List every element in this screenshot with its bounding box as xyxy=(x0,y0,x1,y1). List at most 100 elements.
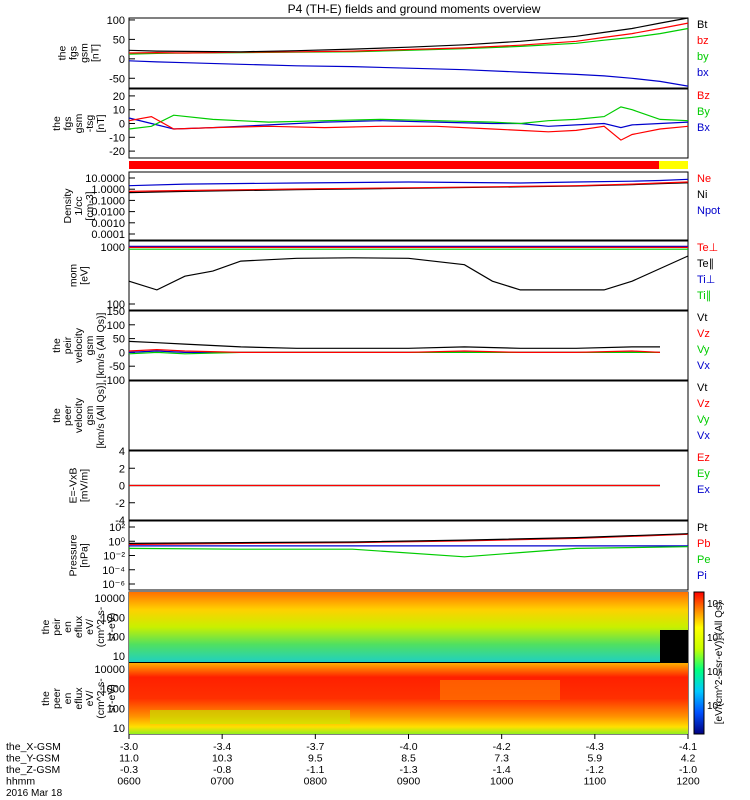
fgs-gsm-series-bx xyxy=(128,60,689,87)
xaxis-value: -1.1 xyxy=(306,764,324,776)
xaxis-value: 0800 xyxy=(304,776,328,788)
fgs-dsl-series-By xyxy=(128,106,689,130)
fgs-dsl-ylabel: -tsg xyxy=(84,115,96,133)
fgs-gsm-ylabel: gsm xyxy=(79,43,91,63)
peir-velocity-ylabel: gsm xyxy=(84,335,96,355)
pressure-series-Pe xyxy=(128,546,689,558)
peer-velocity-ylabel: the xyxy=(51,408,63,423)
density-ylabel: Density xyxy=(62,188,74,224)
peer-velocity-ylabel: [km/s (All Qs)] xyxy=(95,382,107,448)
peir-velocity-legend-Vy: Vy xyxy=(697,344,710,356)
peir-eflux-ytick-label: 10000 xyxy=(94,593,125,605)
pressure-legend-Pi: Pi xyxy=(697,570,707,582)
fgs-dsl-ylabel: the xyxy=(51,116,63,131)
xaxis-value: 11.0 xyxy=(119,753,139,765)
fgs-dsl-ytick-label: 0 xyxy=(119,119,125,131)
peir-eflux-ylabel: peir xyxy=(51,618,63,636)
xaxis-value: -1.0 xyxy=(679,764,697,776)
temperature-panel: 1000 100 mom [eV] Te⊥ Te∥ Ti⊥ Ti∥ xyxy=(68,240,718,311)
pressure-frame xyxy=(128,520,689,591)
peer-eflux-spectrogram xyxy=(129,663,688,734)
fgs-dsl-series-Bz xyxy=(128,115,689,141)
peir-eflux-ytick-label: 10 xyxy=(113,651,125,663)
peir-velocity-legend-Vx: Vx xyxy=(697,360,710,372)
fgs-dsl-ytick-label: -20 xyxy=(109,146,125,158)
peir-eflux-panel: 10000 1000 100 10 the peir en eflux eV/(cm^2-s-s… xyxy=(40,591,689,663)
pressure-ytick-label: 10⁻² xyxy=(103,551,125,563)
temperature-ylabel: mom xyxy=(68,264,80,288)
fgs-dsl-ylabel: gsm xyxy=(73,113,85,133)
colorbar-tick-label: 10² xyxy=(707,701,722,712)
efield-ylabel: [mV/m] xyxy=(79,469,91,502)
fgs-gsm-legend-bx: bx xyxy=(697,67,709,79)
fgs-gsm-ytick-label: -50 xyxy=(109,73,125,85)
peir-eflux-ylabel: (cm^2-s- xyxy=(95,606,107,647)
density-ytick-label: 0.0010 xyxy=(91,218,125,230)
peir-velocity-ylabel: the xyxy=(51,338,63,353)
density-series-Npot xyxy=(128,178,689,187)
xaxis-value: 10.3 xyxy=(212,753,233,765)
xaxis-value: -1.2 xyxy=(586,764,604,776)
xaxis-value: 0600 xyxy=(117,776,141,788)
xaxis-value: 5.9 xyxy=(588,753,603,765)
peer-eflux-ylabel: en xyxy=(62,693,74,705)
peir-eflux-ylabel: eV/ xyxy=(84,619,96,635)
pressure-ytick-label: 10⁰ xyxy=(108,536,125,548)
peir-velocity-ytick-label: -50 xyxy=(109,361,125,373)
xaxis-value: 0900 xyxy=(397,776,421,788)
peir-eflux-ylabel: sr-eV) xyxy=(106,613,118,642)
peir-eflux-ytick-label: 100 xyxy=(107,632,125,644)
efield-ytick-label: 4 xyxy=(119,446,125,458)
colorbar-tick-label: 10⁴ xyxy=(707,667,722,678)
xaxis-value: -3.0 xyxy=(120,741,138,753)
pressure-ytick-label: 10⁻⁴ xyxy=(102,565,125,577)
peer-eflux-ytick-label: 1000 xyxy=(101,684,125,696)
efield-ylabel: E=-VxB xyxy=(68,468,80,504)
xaxis-value: 8.5 xyxy=(401,753,416,765)
temperature-ytick-label: 100 xyxy=(107,299,125,311)
peer-velocity-panel: the peer velocity gsm [km/s (All Qs)] Vt Vz Vy V… xyxy=(51,380,710,451)
pressure-panel: 10² 10⁰ 10⁻² 10⁻⁴ 10⁻⁶ Pressure [nPa] Pt Pb Pe Pi xyxy=(68,520,710,591)
efield-panel: 4 2 0 -2 -4 E=-VxB [mV/m] Ez Ey Ex xyxy=(68,446,711,527)
peer-eflux-ytick-label: 10000 xyxy=(94,664,125,676)
xaxis-row-label: the_Z-GSM xyxy=(6,764,60,776)
pressure-ytick-label: 10⁻⁶ xyxy=(102,579,125,591)
fgs-gsm-series-Bt xyxy=(128,17,689,53)
peir-velocity-ytick-label: 0 xyxy=(119,347,125,359)
fgs-gsm-series-bz xyxy=(128,22,689,54)
efield-ytick-label: -4 xyxy=(115,515,125,527)
fgs-gsm-legend-by: by xyxy=(697,51,709,63)
density-ytick-label: 1.0000 xyxy=(91,184,125,196)
xaxis-value: 9.5 xyxy=(308,753,323,765)
density-series-Ne xyxy=(128,181,689,192)
peir-velocity-ylabel: velocity xyxy=(73,327,85,363)
efield-legend-Ey: Ey xyxy=(697,468,710,480)
pressure-legend-Pt: Pt xyxy=(697,522,707,534)
density-legend-Npot: Npot xyxy=(697,205,720,217)
peir-velocity-legend-Vt: Vt xyxy=(697,312,707,324)
fgs-gsm-ylabel: fgs xyxy=(68,46,80,60)
date-label: 2016 Mar 18 xyxy=(6,788,63,799)
fgs-dsl-legend-Bz: Bz xyxy=(697,90,710,102)
peir-eflux-spectrogram xyxy=(129,592,688,662)
fgs-dsl-panel: 20 10 0-10 -20 the fgs gsm -tsg [nT] Bz By Bx xyxy=(51,88,710,159)
efield-ytick-label: 0 xyxy=(119,481,125,493)
density-ylabel: 1/cc xyxy=(73,196,85,215)
xaxis-value: -4.2 xyxy=(493,741,511,753)
efield-legend-Ez: Ez xyxy=(697,452,710,464)
xaxis-value: -3.4 xyxy=(213,741,231,753)
xaxis-value: 0700 xyxy=(210,776,234,788)
fgs-dsl-ylabel: [nT] xyxy=(95,114,107,132)
temperature-ytick-label: 1000 xyxy=(101,242,125,254)
fgs-gsm-ytick-label: 0 xyxy=(119,54,125,66)
xaxis-row-label: hhmm xyxy=(6,776,35,788)
peer-velocity-frame xyxy=(128,380,689,451)
fgs-dsl-ytick-label: 10 xyxy=(113,105,125,117)
peer-velocity-legend-Vt: Vt xyxy=(697,382,707,394)
peer-eflux-ylabel: peer xyxy=(51,687,63,709)
fgs-gsm-panel: 100 50 0 -50 the fgs gsm [nT] Bt bz by bx xyxy=(57,15,709,89)
peer-eflux-ylabel: eV/ xyxy=(84,691,96,707)
efield-ytick-label: -2 xyxy=(115,498,125,510)
page-title: P4 (TH-E) fields and ground moments over… xyxy=(288,2,541,16)
temperature-legend-Te∥: Te∥ xyxy=(697,258,714,270)
